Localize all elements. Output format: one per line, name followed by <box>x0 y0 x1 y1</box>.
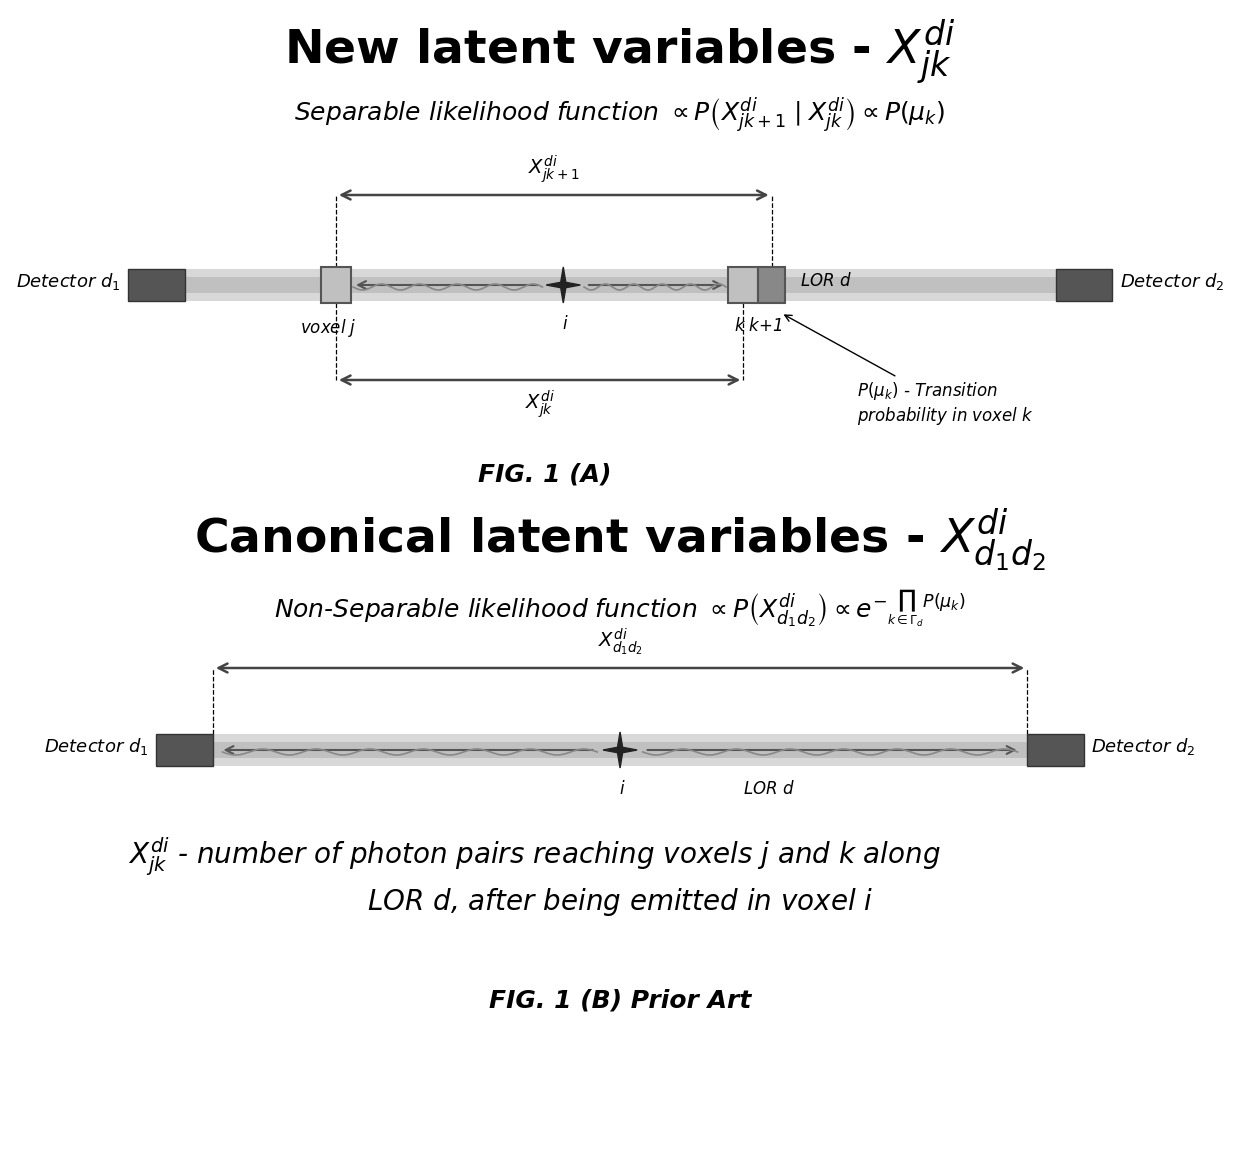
Text: $X_{jk+1}^{di}$: $X_{jk+1}^{di}$ <box>528 153 580 185</box>
Text: $X_{jk}^{di}$ - number of photon pairs reaching voxels $j$ and $k$ along: $X_{jk}^{di}$ - number of photon pairs r… <box>128 836 941 878</box>
Text: LOR $d$: LOR $d$ <box>800 272 852 290</box>
Text: $i$: $i$ <box>562 315 568 333</box>
Text: Non-Separable likelihood function $\propto P\left(X_{d_1 d_2}^{di}\right) \propt: Non-Separable likelihood function $\prop… <box>274 587 966 628</box>
Text: Detector $d_1$: Detector $d_1$ <box>45 735 149 756</box>
Text: FIG. 1 (B) Prior Art: FIG. 1 (B) Prior Art <box>489 988 751 1012</box>
Text: $k$ $k$+1: $k$ $k$+1 <box>734 317 782 335</box>
Bar <box>1055 269 1112 302</box>
Text: $X_{d_1 d_2}^{di}$: $X_{d_1 d_2}^{di}$ <box>598 627 642 658</box>
Text: voxel $j$: voxel $j$ <box>300 317 357 340</box>
Text: Detector $d_1$: Detector $d_1$ <box>16 270 120 291</box>
Text: LOR $d$: LOR $d$ <box>743 780 795 798</box>
Bar <box>728 267 759 303</box>
Text: $X_{jk}^{di}$: $X_{jk}^{di}$ <box>525 388 554 420</box>
Polygon shape <box>547 267 580 303</box>
Bar <box>156 734 213 767</box>
Text: New latent variables - $X_{jk}^{di}$: New latent variables - $X_{jk}^{di}$ <box>284 17 956 86</box>
Bar <box>759 267 785 303</box>
Bar <box>185 277 1055 294</box>
Text: $i$: $i$ <box>619 780 625 798</box>
Text: FIG. 1 (A): FIG. 1 (A) <box>477 462 611 486</box>
Bar <box>1027 734 1084 767</box>
Text: Detector $d_2$: Detector $d_2$ <box>1091 735 1195 756</box>
Bar <box>321 267 351 303</box>
Text: Canonical latent variables - $X_{d_1 d_2}^{di}$: Canonical latent variables - $X_{d_1 d_2… <box>195 506 1045 574</box>
Bar <box>213 742 1027 759</box>
Text: LOR $d$, after being emitted in voxel $i$: LOR $d$, after being emitted in voxel $i… <box>367 886 873 918</box>
Text: Detector $d_2$: Detector $d_2$ <box>1120 270 1224 291</box>
Text: Separable likelihood function $\propto P\left(X_{jk+1}^{di}\mid X_{jk}^{di}\righ: Separable likelihood function $\propto P… <box>294 96 946 135</box>
Bar <box>128 269 185 302</box>
Bar <box>128 269 1112 302</box>
Polygon shape <box>603 732 637 768</box>
Bar <box>156 734 1084 767</box>
Text: $P(\mu_k)$ - Transition
probability in voxel $k$: $P(\mu_k)$ - Transition probability in v… <box>785 315 1034 427</box>
